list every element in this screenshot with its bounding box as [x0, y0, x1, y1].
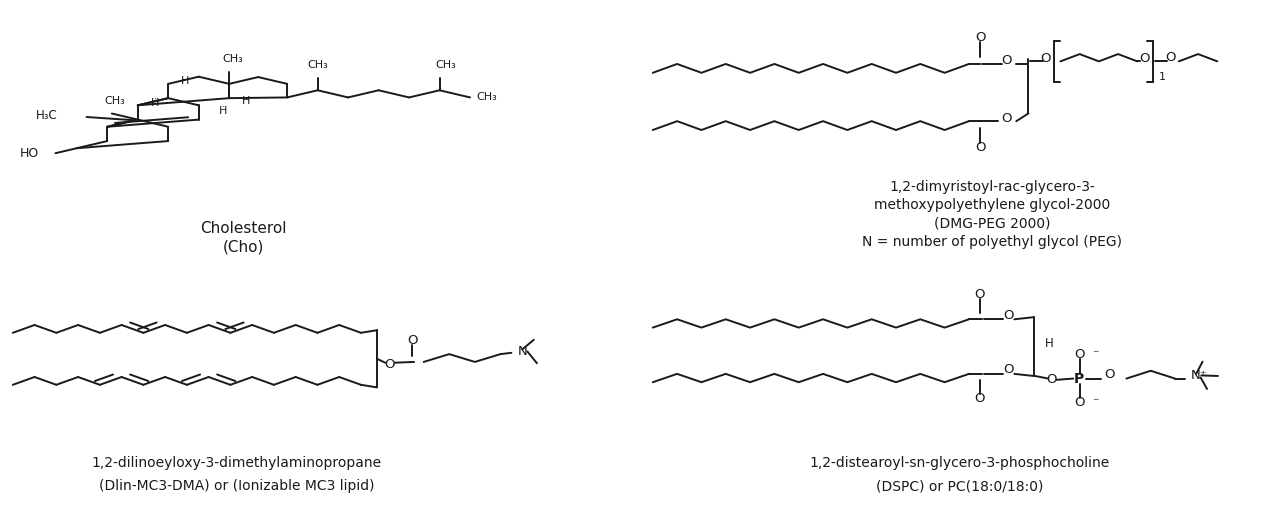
Text: O: O	[974, 392, 986, 405]
Text: O: O	[1002, 309, 1014, 322]
Text: (DMG-PEG 2000): (DMG-PEG 2000)	[933, 217, 1051, 230]
Text: O: O	[1001, 111, 1011, 124]
Text: CH₃: CH₃	[435, 60, 457, 70]
Text: 1,2-dilinoeyloxy-3-dimethylaminopropane: 1,2-dilinoeyloxy-3-dimethylaminopropane	[92, 456, 381, 470]
Text: ⁻: ⁻	[1093, 396, 1100, 409]
Text: CH₃: CH₃	[105, 96, 125, 106]
Text: N: N	[517, 345, 527, 358]
Text: O: O	[974, 288, 986, 301]
Text: O: O	[1041, 51, 1051, 64]
Text: methoxypolyethylene glycol-2000: methoxypolyethylene glycol-2000	[874, 199, 1110, 212]
Text: O: O	[1046, 373, 1057, 386]
Text: Cholesterol: Cholesterol	[200, 222, 287, 236]
Text: O: O	[1002, 363, 1014, 376]
Text: P: P	[1073, 372, 1084, 385]
Text: Ḣ: Ḣ	[151, 98, 159, 108]
Text: HO: HO	[20, 147, 40, 160]
Text: H: H	[242, 96, 251, 106]
Text: ⁻: ⁻	[1093, 348, 1100, 361]
Text: O: O	[1165, 51, 1176, 64]
Text: 1,2-distearoyl-sn-glycero-3-phosphocholine: 1,2-distearoyl-sn-glycero-3-phosphocholi…	[810, 456, 1110, 470]
Text: H: H	[180, 76, 189, 86]
Text: O: O	[407, 334, 417, 347]
Text: N = number of polyethyl glycol (PEG): N = number of polyethyl glycol (PEG)	[861, 235, 1123, 249]
Text: CH₃: CH₃	[221, 54, 243, 64]
Text: Ḣ: Ḣ	[219, 106, 227, 116]
Text: 1,2-dimyristoyl-rac-glycero-3-: 1,2-dimyristoyl-rac-glycero-3-	[890, 180, 1094, 194]
Text: H: H	[1044, 337, 1053, 350]
Text: CH₃: CH₃	[307, 60, 328, 70]
Text: (Cho): (Cho)	[223, 240, 264, 254]
Text: N⁺: N⁺	[1190, 369, 1207, 382]
Text: O: O	[384, 358, 396, 370]
Text: (DSPC) or PC(18:0/18:0): (DSPC) or PC(18:0/18:0)	[877, 479, 1043, 493]
Text: O: O	[975, 140, 986, 153]
Text: O: O	[1074, 348, 1085, 361]
Text: 1: 1	[1158, 72, 1165, 82]
Text: (Dlin-MC3-DMA) or (Ionizable MC3 lipid): (Dlin-MC3-DMA) or (Ionizable MC3 lipid)	[99, 479, 375, 493]
Text: O: O	[975, 31, 986, 45]
Text: CH₃: CH₃	[476, 93, 497, 102]
Text: O: O	[1103, 368, 1115, 381]
Text: O: O	[1001, 55, 1011, 68]
Text: O: O	[1139, 51, 1151, 64]
Text: O: O	[1074, 396, 1085, 409]
Text: H₃C: H₃C	[36, 109, 58, 122]
